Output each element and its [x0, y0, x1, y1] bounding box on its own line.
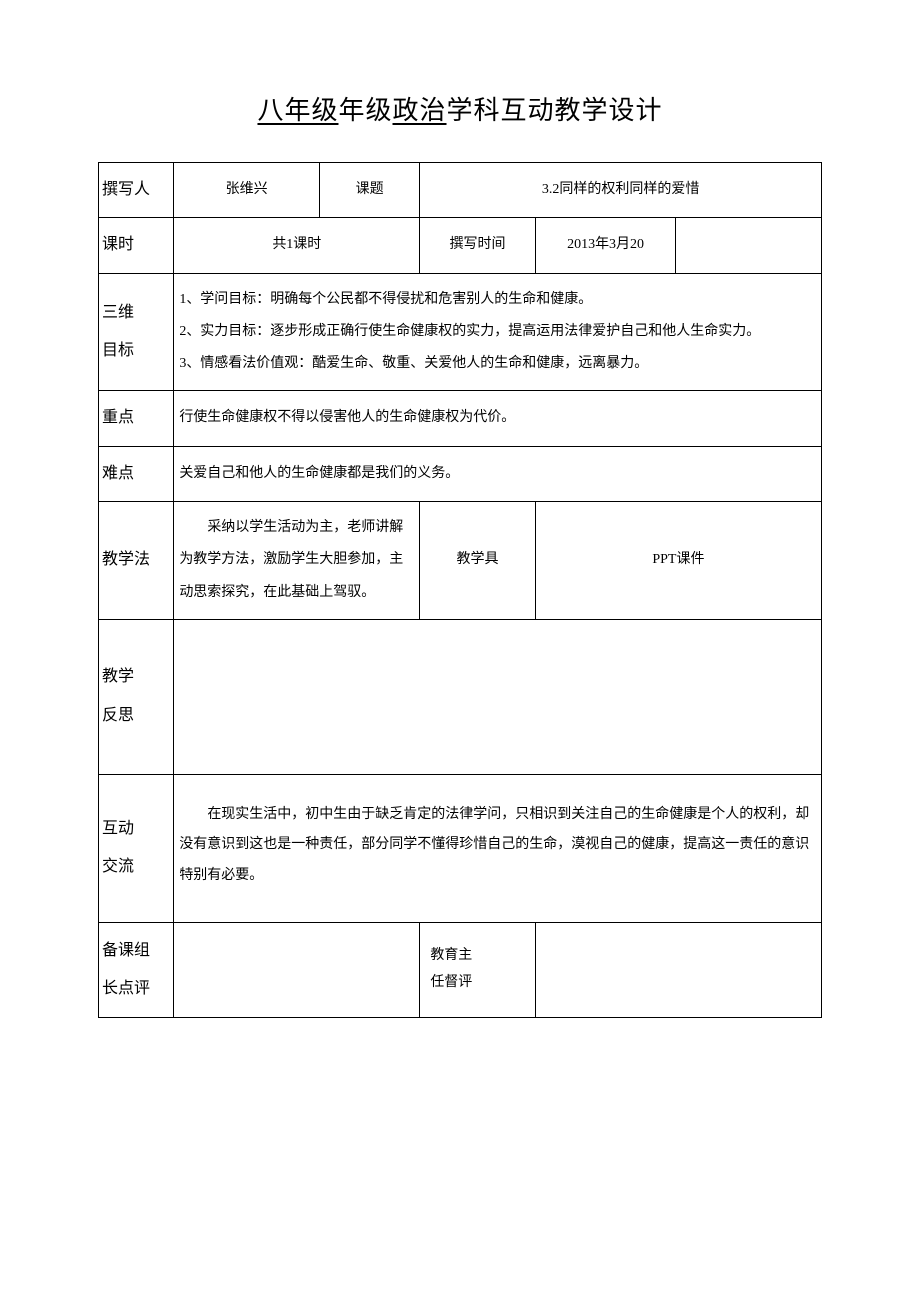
- table-row: 撰写人 张维兴 课题 3.2同样的权利同样的爱惜: [99, 163, 822, 218]
- method-text: 采纳以学生活动为主，老师讲解为教学方法，激励学生大胆参加，主动思索探究，在此基础…: [179, 512, 414, 609]
- tool-value: PPT课件: [535, 502, 821, 620]
- super-label: 教育主 任督评: [420, 923, 535, 1018]
- table-row: 课时 共1课时 撰写时间 2013年3月20: [99, 218, 822, 273]
- diff-value: 关爱自己和他人的生命健康都是我们的义务。: [174, 446, 822, 501]
- middle-text: 年级: [338, 96, 392, 125]
- author-value: 张维兴: [174, 163, 320, 218]
- reflect-value: [174, 619, 822, 774]
- table-row: 互动 交流 在现实生活中，初中生由于缺乏肯定的法律学问，只相识到关注自己的生命健…: [99, 774, 822, 922]
- tool-label: 教学具: [420, 502, 535, 620]
- goals-line3: 3、情感看法价值观：酷爱生命、敬重、关爱他人的生命和健康，远离暴力。: [179, 348, 816, 380]
- group-label: 备课组 长点评: [99, 923, 174, 1018]
- lesson-plan-table: 撰写人 张维兴 课题 3.2同样的权利同样的爱惜 课时 共1课时 撰写时间 20…: [98, 162, 822, 1018]
- author-label: 撰写人: [99, 163, 174, 218]
- table-row: 重点 行使生命健康权不得以侵害他人的生命健康权为代价。: [99, 391, 822, 446]
- method-label: 教学法: [99, 502, 174, 620]
- method-value: 采纳以学生活动为主，老师讲解为教学方法，激励学生大胆参加，主动思索探究，在此基础…: [174, 502, 420, 620]
- time-value: 2013年3月20: [535, 218, 676, 273]
- goals-value: 1、学问目标：明确每个公民都不得侵扰和危害别人的生命和健康。 2、实力目标：逐步…: [174, 273, 822, 391]
- interact-text: 在现实生活中，初中生由于缺乏肯定的法律学问，只相识到关注自己的生命健康是个人的权…: [179, 800, 816, 892]
- table-row: 教学 反思: [99, 619, 822, 774]
- group-value: [174, 923, 420, 1018]
- grade-text: 八年级: [257, 96, 338, 125]
- interact-value: 在现实生活中，初中生由于缺乏肯定的法律学问，只相识到关注自己的生命健康是个人的权…: [174, 774, 822, 922]
- table-row: 三维 目标 1、学问目标：明确每个公民都不得侵扰和危害别人的生命和健康。 2、实…: [99, 273, 822, 391]
- subject-text: 政治: [393, 96, 447, 125]
- reflect-label: 教学 反思: [99, 619, 174, 774]
- goals-line2: 2、实力目标：逐步形成正确行使生命健康权的实力，提高运用法律爱护自己和他人生命实…: [179, 316, 816, 348]
- empty-cell: [676, 218, 822, 273]
- interact-label: 互动 交流: [99, 774, 174, 922]
- topic-label: 课题: [319, 163, 419, 218]
- suffix-text: 学科互动教学设计: [447, 96, 663, 125]
- key-value: 行使生命健康权不得以侵害他人的生命健康权为代价。: [174, 391, 822, 446]
- period-value: 共1课时: [174, 218, 420, 273]
- goals-label: 三维 目标: [99, 273, 174, 391]
- table-row: 教学法 采纳以学生活动为主，老师讲解为教学方法，激励学生大胆参加，主动思索探究，…: [99, 502, 822, 620]
- super-value: [535, 923, 821, 1018]
- period-label: 课时: [99, 218, 174, 273]
- table-row: 难点 关爱自己和他人的生命健康都是我们的义务。: [99, 446, 822, 501]
- key-label: 重点: [99, 391, 174, 446]
- goals-line1: 1、学问目标：明确每个公民都不得侵扰和危害别人的生命和健康。: [179, 284, 816, 316]
- table-row: 备课组 长点评 教育主 任督评: [99, 923, 822, 1018]
- diff-label: 难点: [99, 446, 174, 501]
- topic-value: 3.2同样的权利同样的爱惜: [420, 163, 822, 218]
- page-title: 八年级年级政治学科互动教学设计: [98, 90, 822, 127]
- time-label: 撰写时间: [420, 218, 535, 273]
